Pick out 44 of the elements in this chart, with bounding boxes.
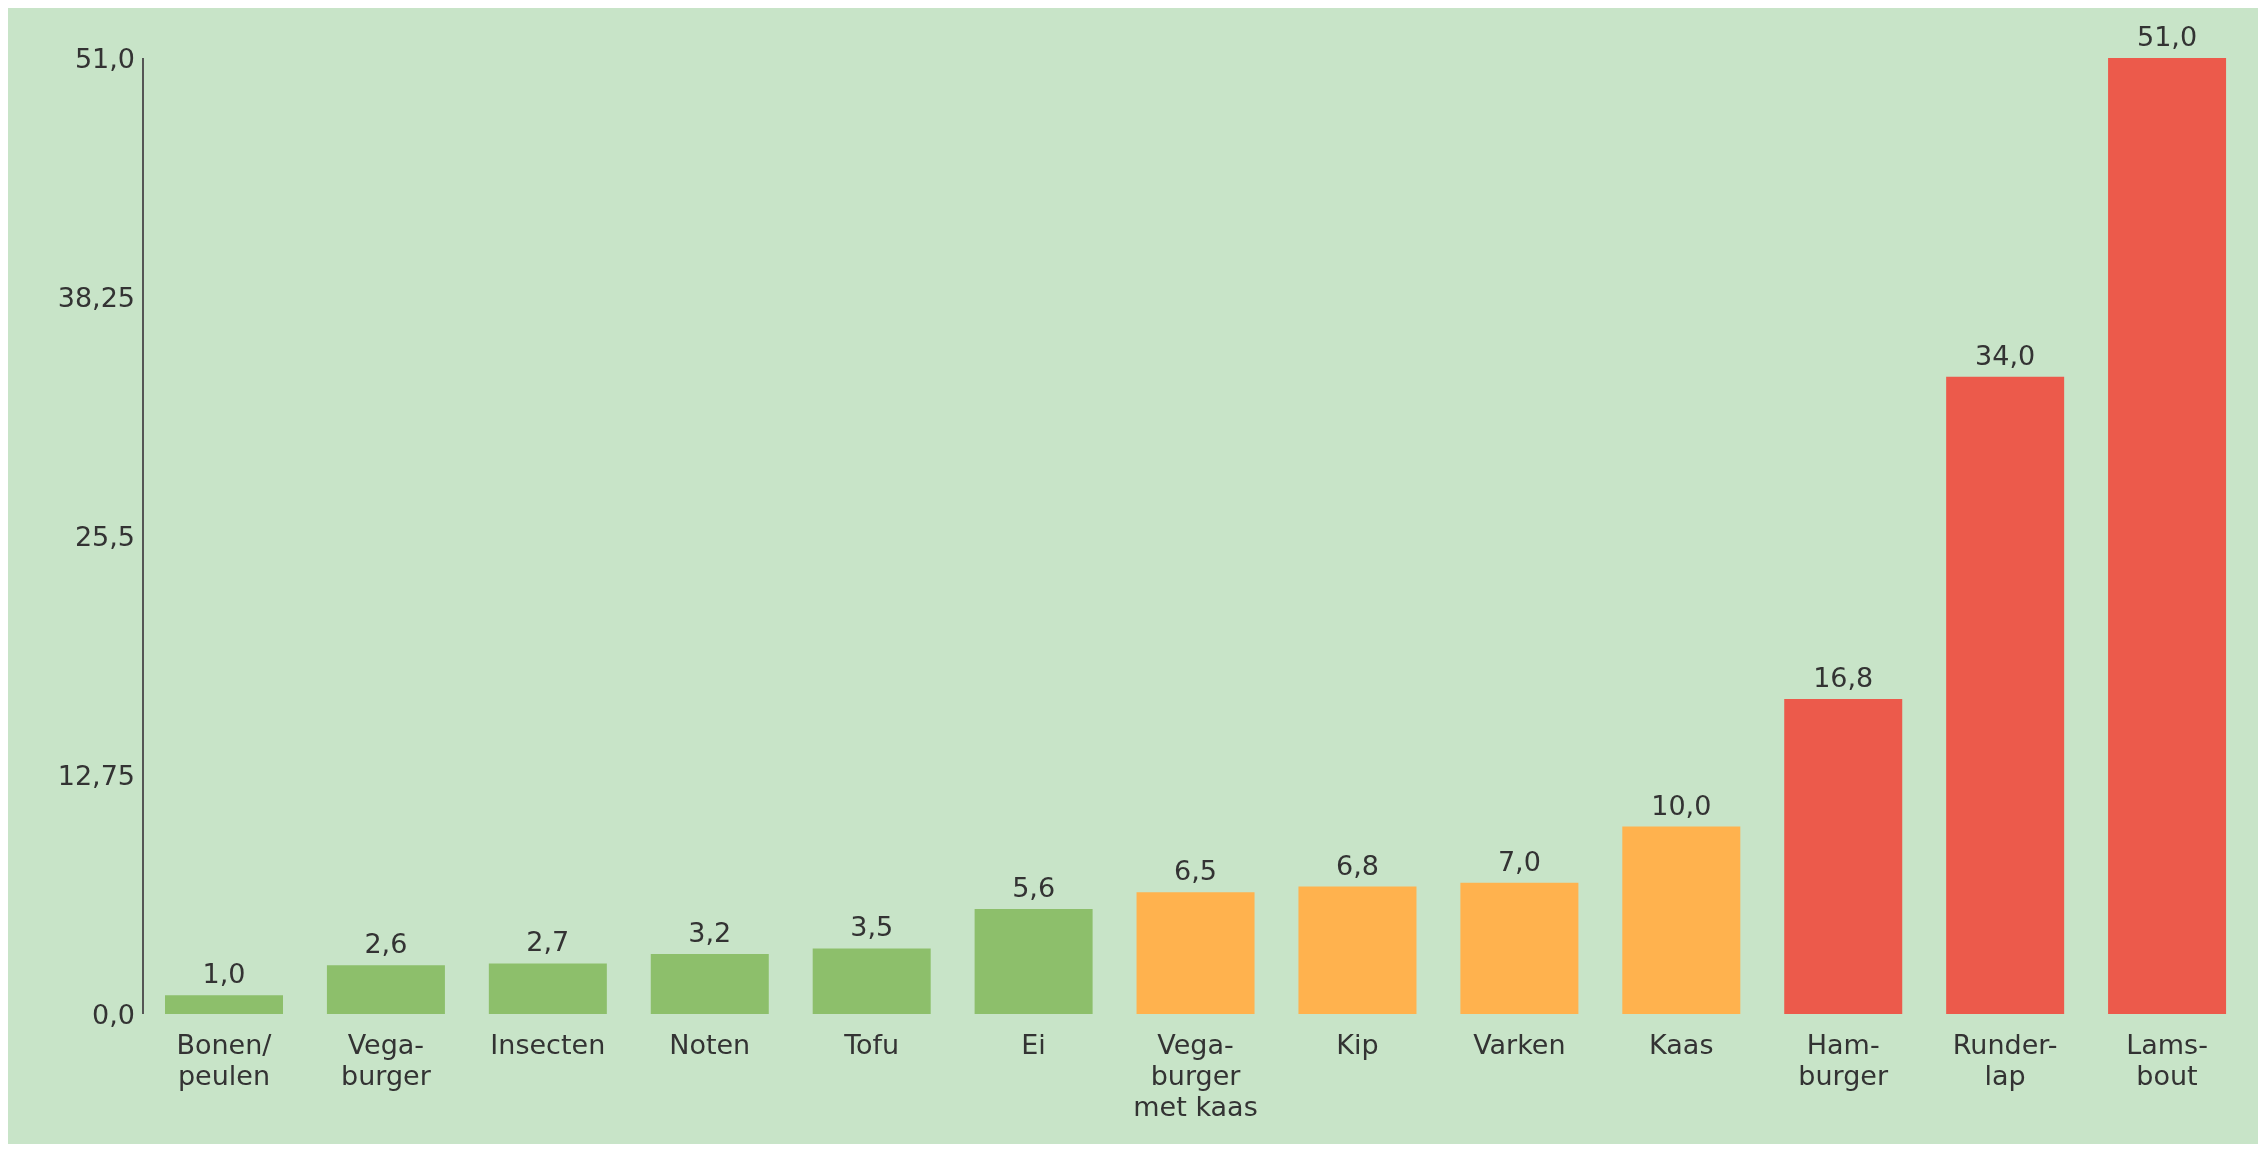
y-tick-label: 0,0	[92, 998, 135, 1030]
x-tick-label: Kaas	[1649, 1029, 1714, 1060]
x-tick-label: Insecten	[490, 1029, 606, 1060]
x-tick-label: Vega- burger met kaas	[1133, 1029, 1258, 1122]
x-tick-label: Ei	[1021, 1029, 1046, 1060]
data-label: 6,5	[1174, 855, 1218, 887]
x-tick-label: Varken	[1473, 1029, 1566, 1060]
data-label: 5,6	[1012, 872, 1056, 904]
x-tick-label: Lams- bout	[2126, 1029, 2208, 1091]
data-label: 3,2	[688, 917, 732, 949]
bar	[812, 948, 931, 1014]
data-label: 1,0	[202, 958, 246, 990]
y-tick-label: 38,25	[57, 281, 135, 313]
x-tick-label: Noten	[669, 1029, 751, 1060]
x-tick-label: Ham- burger	[1798, 1029, 1889, 1091]
bar	[326, 965, 445, 1014]
bar	[2108, 58, 2227, 1014]
bar	[1622, 826, 1741, 1014]
y-tick-label: 51,0	[74, 42, 135, 74]
data-label: 2,7	[526, 926, 570, 958]
bar	[974, 909, 1093, 1014]
x-tick-label: Tofu	[843, 1029, 900, 1060]
data-label: 3,5	[850, 911, 894, 943]
data-label: 7,0	[1497, 845, 1541, 877]
bar	[1460, 882, 1579, 1014]
bar	[165, 995, 283, 1014]
data-label: 2,6	[364, 928, 408, 960]
bar	[650, 954, 769, 1014]
data-label: 51,0	[2137, 21, 2198, 52]
y-tick-label: 12,75	[57, 759, 135, 791]
x-tick-label: Bonen/ peulen	[176, 1029, 273, 1091]
bar	[1946, 376, 2065, 1014]
y-tick-label: 25,5	[74, 520, 135, 552]
bar	[1298, 886, 1417, 1014]
data-label: 6,8	[1335, 849, 1379, 881]
x-tick-label: Vega- burger	[341, 1029, 432, 1091]
bar	[488, 963, 607, 1014]
x-tick-label: Kip	[1336, 1029, 1379, 1060]
data-label: 16,8	[1813, 662, 1874, 694]
bar	[1784, 699, 1903, 1014]
data-label: 10,0	[1651, 789, 1712, 821]
data-label: 34,0	[1975, 339, 2036, 371]
x-tick-label: Runder- lap	[1952, 1029, 2058, 1091]
bar	[1136, 892, 1255, 1014]
